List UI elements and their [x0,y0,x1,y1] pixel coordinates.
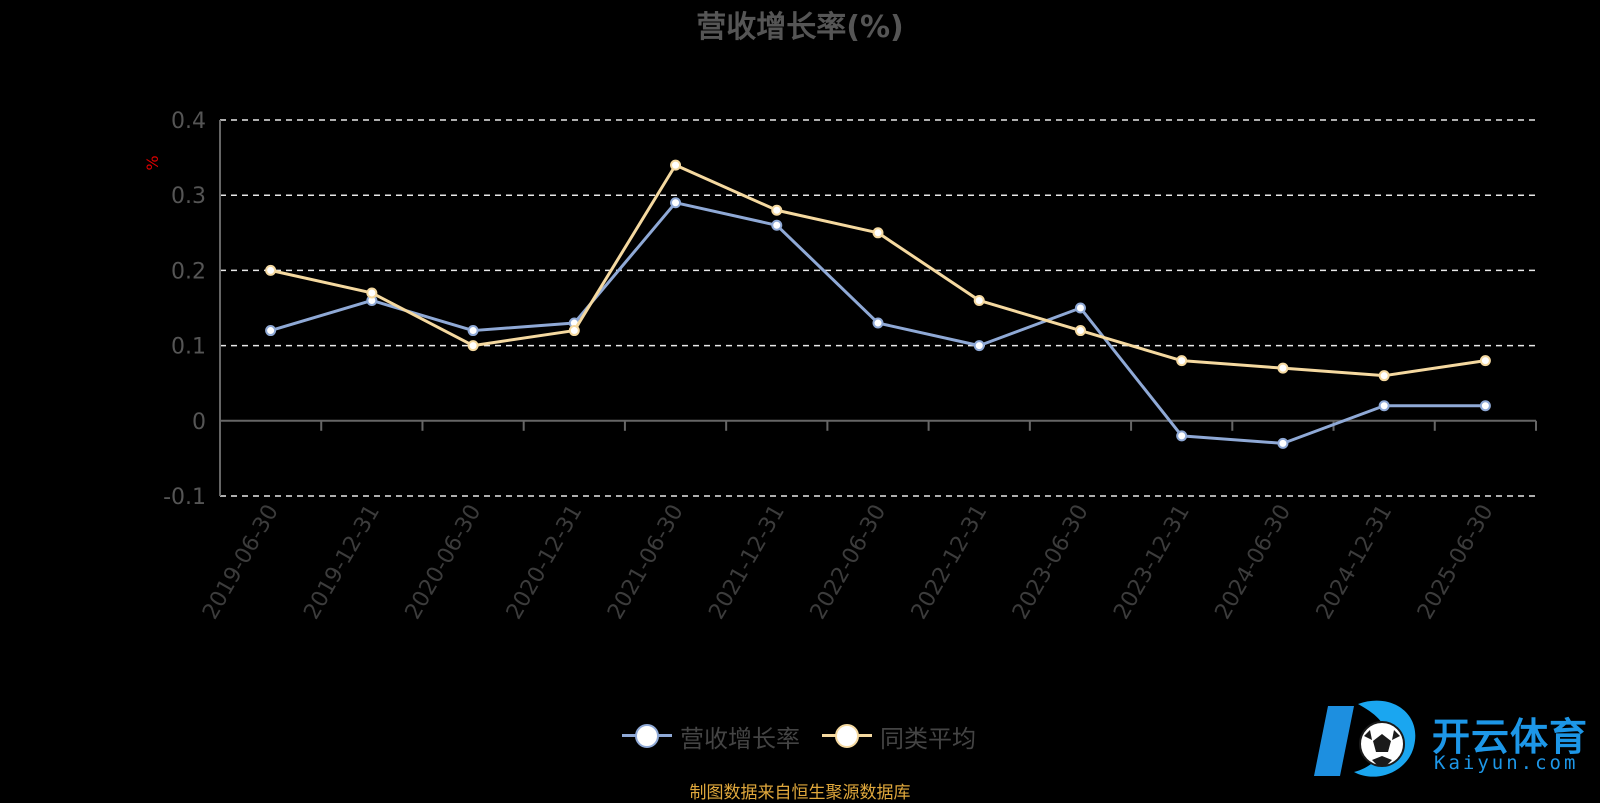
legend-marker [622,718,672,754]
data-point [1176,355,1188,367]
legend-dot [635,724,659,748]
data-point [1074,302,1086,314]
data-point [366,287,378,299]
data-source-note: 制图数据来自恒生聚源数据库 [689,783,911,803]
series [265,159,1491,449]
legend: 营收增长率 同类平均 [0,718,1600,754]
data-point [1378,400,1390,412]
x-tick-label: 2022-12-31 [907,501,993,624]
data-point [670,159,682,171]
watermark-logo: 开云体育 Kaiyun.com [1314,696,1594,786]
x-tick-label: 2019-12-31 [299,501,385,624]
x-tick-label: 2019-06-30 [198,501,284,624]
data-point [1176,430,1188,442]
legend-label: 营收增长率 [680,724,800,753]
data-point [265,264,277,276]
data-point [568,325,580,337]
watermark-emblem-icon [1314,700,1416,777]
y-tick-label: 0.3 [171,184,206,209]
x-tick-label: 2023-12-31 [1109,501,1195,624]
data-point [467,340,479,352]
data-point [1479,400,1491,412]
x-tick-label: 2024-06-30 [1211,501,1297,624]
legend-label: 同类平均 [880,724,976,753]
watermark-name: 开云体育 [1432,715,1589,759]
data-point [265,325,277,337]
legend-marker [822,718,872,754]
y-tick-label: 0.4 [171,109,206,134]
x-tick-label: 2021-06-30 [603,501,689,624]
grid [220,119,1536,497]
x-tick-label: 2020-12-31 [502,501,588,624]
data-point [872,227,884,239]
data-point [1277,437,1289,449]
data-point [973,340,985,352]
x-tick-label: 2020-06-30 [401,501,487,624]
x-tick-label: 2024-12-31 [1312,501,1398,624]
y-tick-label: -0.1 [163,485,206,510]
data-point [467,325,479,337]
data-point [973,294,985,306]
y-tick-label: 0.2 [171,259,206,284]
x-tick-label: 2025-06-30 [1413,501,1499,624]
data-point [1479,355,1491,367]
y-axis-label: % [143,155,162,170]
data-point [670,197,682,209]
data-point [1074,325,1086,337]
x-tick-label: 2023-06-30 [1008,501,1094,624]
y-tick-label: 0 [192,410,206,435]
data-point [872,317,884,329]
x-tick-label: 2022-06-30 [806,501,892,624]
watermark-domain: Kaiyun.com [1434,752,1579,774]
data-point [1378,370,1390,382]
chart-title: 营收增长率(%) [696,10,904,45]
legend-item-peer-average[interactable]: 同类平均 [822,718,976,754]
x-tick-label: 2021-12-31 [704,501,790,624]
legend-item-revenue-growth[interactable]: 营收增长率 [622,718,800,754]
data-point [1277,362,1289,374]
data-point [771,219,783,231]
data-point [771,204,783,216]
legend-dot [835,724,859,748]
y-tick-label: 0.1 [171,335,206,360]
